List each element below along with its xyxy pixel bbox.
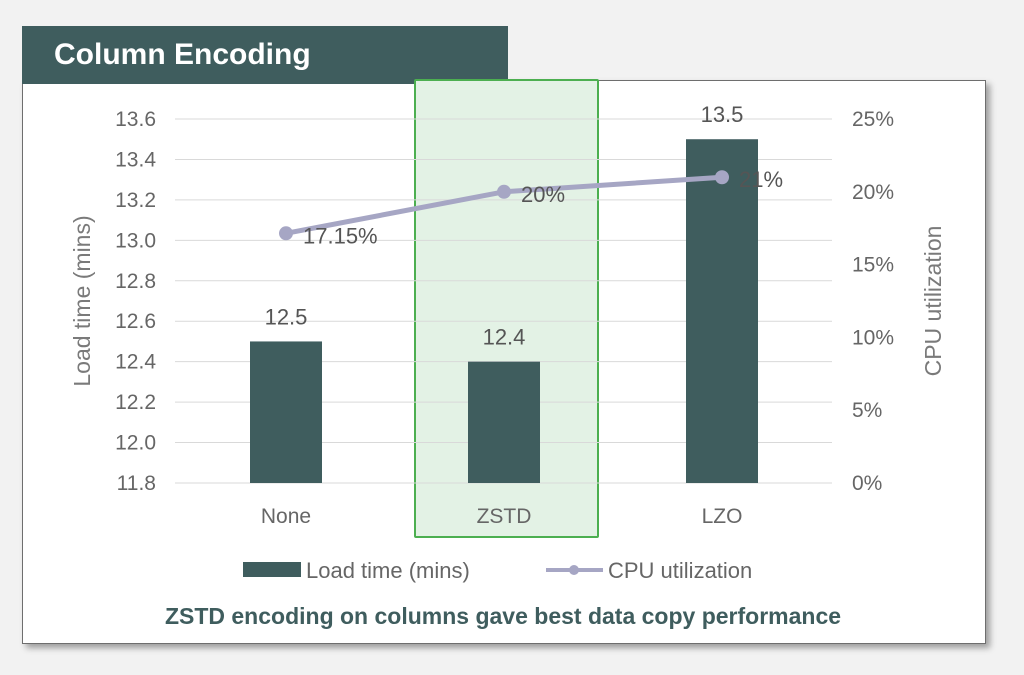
cpu-point	[497, 184, 511, 199]
left-tick-label: 11.8	[117, 472, 156, 495]
category-label: LZO	[702, 505, 743, 528]
right-axis-label: CPU utilization	[920, 226, 946, 377]
data-labels: 12.5 12.4 13.5 17.15% 20% 21%	[265, 102, 783, 349]
right-tick-label: 20%	[852, 181, 894, 204]
bar	[468, 361, 540, 483]
left-tick-label: 12.2	[115, 391, 156, 414]
cpu-point	[715, 170, 729, 185]
right-axis-ticks: 0% 5% 10% 15% 20% 25%	[852, 108, 894, 495]
left-tick-label: 13.6	[115, 108, 156, 131]
legend-line-label: CPU utilization	[608, 558, 752, 583]
cpu-value-label: 17.15%	[303, 223, 378, 248]
bar-value-label: 12.4	[483, 325, 526, 350]
legend-line-marker	[569, 565, 579, 575]
cpu-value-label: 20%	[521, 182, 565, 207]
right-tick-label: 5%	[852, 399, 882, 422]
category-ticks: None ZSTD LZO	[261, 505, 743, 528]
legend: Load time (mins) CPU utilization	[243, 558, 752, 583]
bar	[250, 341, 322, 483]
cpu-value-label: 21%	[739, 167, 783, 192]
chart-title-banner: Column Encoding	[22, 26, 508, 84]
left-tick-label: 12.6	[115, 310, 156, 333]
right-tick-label: 25%	[852, 108, 894, 131]
left-tick-label: 12.0	[115, 432, 156, 455]
bar-value-label: 12.5	[265, 304, 308, 329]
legend-bar-swatch	[243, 562, 301, 577]
zstd-highlight-box	[414, 79, 599, 538]
left-tick-label: 13.2	[115, 189, 156, 212]
category-label: None	[261, 505, 311, 528]
left-axis-ticks: 11.8 12.0 12.2 12.4 12.6 12.8 13.0 13.2 13.4 13.6	[115, 108, 156, 495]
bars	[250, 139, 758, 483]
left-axis-label: Load time (mins)	[69, 215, 95, 386]
bar-value-label: 13.5	[701, 102, 744, 127]
chart-caption: ZSTD encoding on columns gave best data …	[165, 603, 841, 629]
left-tick-label: 12.8	[115, 270, 156, 293]
left-tick-label: 13.4	[115, 148, 156, 171]
left-tick-label: 13.0	[115, 229, 156, 252]
bar	[686, 139, 758, 483]
right-tick-label: 10%	[852, 326, 894, 349]
right-tick-label: 15%	[852, 254, 894, 277]
legend-bar-label: Load time (mins)	[306, 558, 470, 583]
right-tick-label: 0%	[852, 472, 882, 495]
left-tick-label: 12.4	[115, 351, 156, 374]
category-label: ZSTD	[477, 505, 532, 528]
cpu-line	[279, 170, 729, 241]
cpu-point	[279, 226, 293, 241]
